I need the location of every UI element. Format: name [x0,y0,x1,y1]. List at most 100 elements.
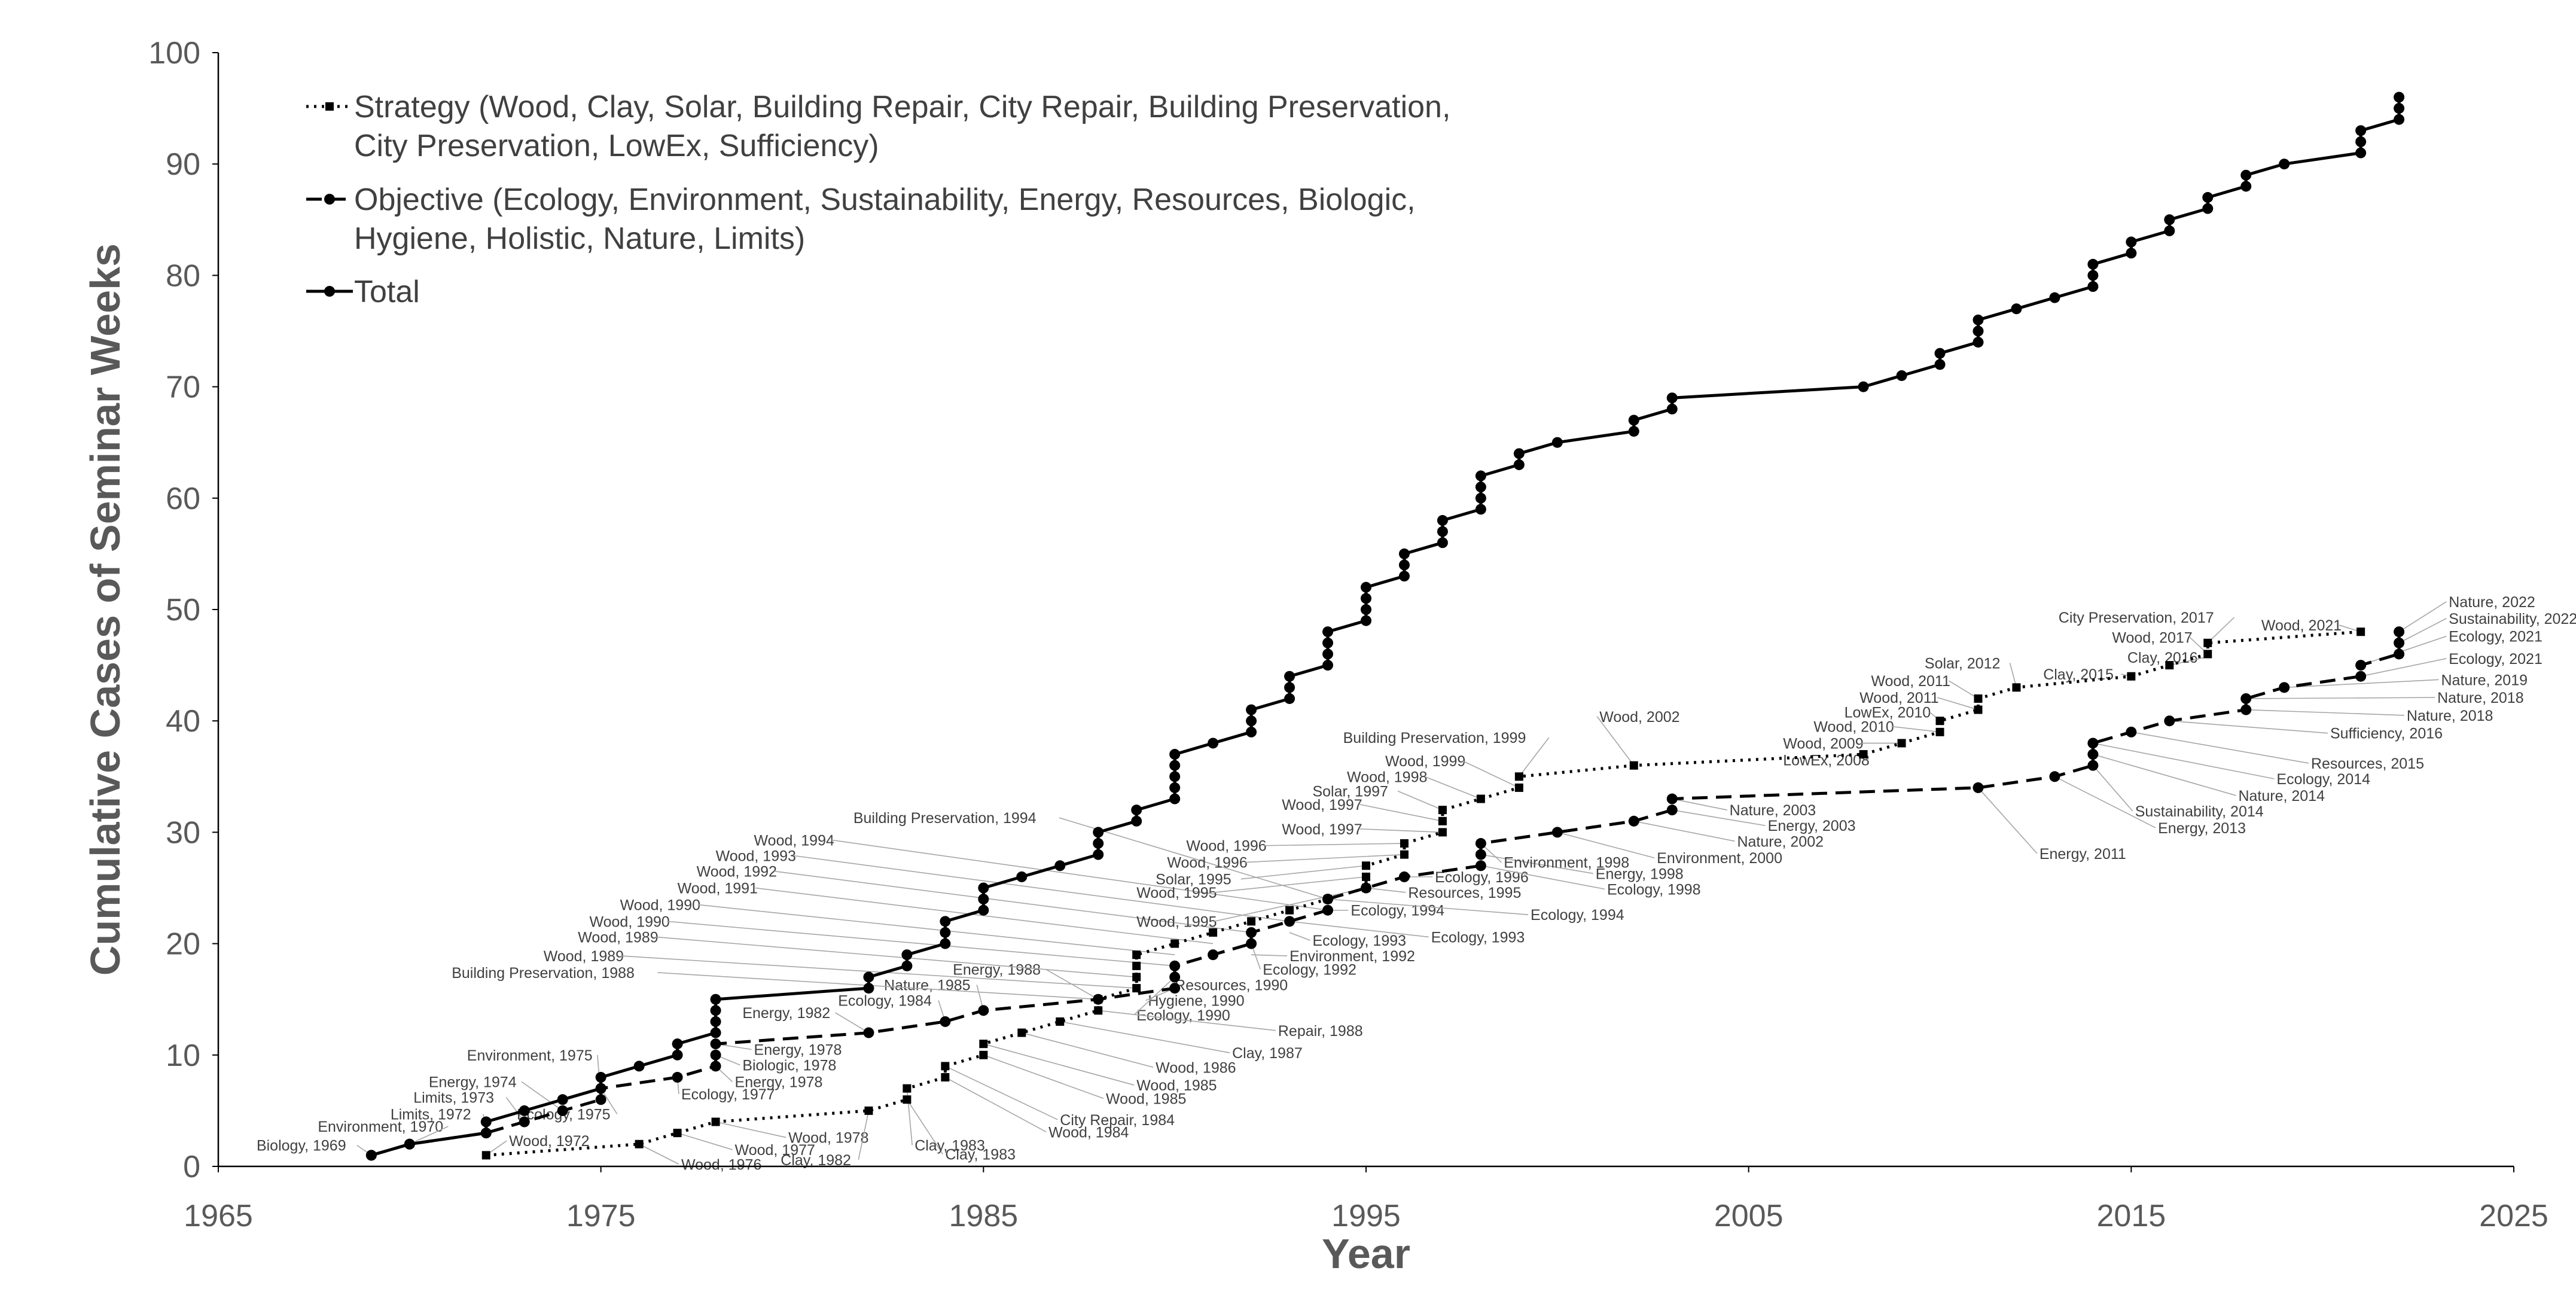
data-point-total [633,1061,645,1072]
x-tick-label: 1985 [949,1199,1018,1233]
annotation-leader [697,904,1175,956]
data-point-total [978,894,989,905]
legend-label-strategy: City Preservation, LowEx, Sufficiency) [354,129,879,163]
data-point-total [2355,125,2367,136]
data-point-total [480,1128,492,1139]
data-point-strategy [1017,1028,1026,1037]
annotation-label: Wood, 1986 [1156,1059,1236,1076]
annotation: Wood, 2009 [1783,735,1902,752]
annotation-label: Resources, 1995 [1408,885,1521,901]
y-tick-label: 100 [148,36,200,71]
annotation-leader [1365,887,1406,893]
y-tick-label: 60 [166,482,200,516]
annotation-leader [2246,709,2404,716]
annotation: Wood, 1992 [697,864,1252,933]
data-point-total [557,1094,568,1105]
data-point-objective [2355,660,2367,671]
annotation: Wood, 1995 [1136,876,1367,901]
data-point-objective [2394,637,2405,648]
data-point-total [1169,793,1181,805]
legend: Strategy (Wood, Clay, Solar, Building Re… [306,90,1450,309]
tick-labels: 1965 1975 1985 1995 2005 2015 2025 0 10 20 30 40 50 6… [148,36,2548,1233]
annotation: Clay, 1983 [906,1099,1016,1163]
data-point-objective [940,1016,951,1027]
annotation: Wood, 1996 [1186,838,1404,855]
data-point-strategy [1438,816,1447,825]
data-point-strategy [1935,727,1944,736]
annotation-label: Nature, 2018 [2437,690,2524,706]
data-point-objective [2355,671,2367,682]
annotation-leader [2360,635,2447,666]
data-point-strategy [1514,783,1523,792]
data-point-total [2394,103,2405,114]
annotation-label: Environment, 1992 [1289,948,1415,965]
annotation-label: Ecology, 1998 [1607,881,1701,898]
annotation-leader [774,870,1252,933]
annotation-leader [1060,1021,1230,1053]
data-point-objective [863,1027,874,1038]
data-point-total [1858,381,1869,392]
y-axis-title: Cumulative Cases of Seminar Weeks [82,243,129,976]
data-point-total [1093,849,1104,860]
annotation: Wood, 1984 [944,1077,1129,1141]
data-point-total [480,1116,492,1128]
data-point-total [2049,292,2060,303]
annotation-label: Wood, 1972 [509,1133,589,1150]
annotation: Sufficiency, 2016 [2169,720,2443,742]
data-point-strategy [2356,627,2365,636]
annotation-label: Wood, 2017 [2112,630,2192,647]
data-point-total [2087,270,2099,281]
data-point-strategy [979,1040,988,1049]
legend-marker-objective [324,194,335,205]
annotation-label: City Repair, 1984 [1060,1112,1175,1129]
data-point-objective [595,1094,606,1105]
annotation-leader [1289,932,1310,941]
data-point-total [404,1138,415,1150]
annotation: Resources, 1990 [1172,965,1288,994]
annotation-leader [2093,742,2275,779]
data-point-total [1284,682,1295,693]
annotation-leader [715,1121,786,1138]
annotation-label: Wood, 1985 [1106,1090,1186,1107]
annotation: Energy, 1978 [715,1065,822,1090]
annotation-label: Nature, 2003 [1730,802,1816,819]
data-point-total [1246,726,1257,738]
data-point-total [1551,437,1563,448]
data-point-strategy [1362,872,1370,881]
data-point-total [1284,671,1295,682]
annotation: City Repair, 1984 [945,1065,1175,1129]
annotation-leader [1672,809,1766,827]
annotation-label: Biology, 1969 [257,1138,346,1154]
data-point-objective [2049,771,2060,782]
data-point-objective [1322,904,1334,916]
y-tick-label: 30 [166,815,200,850]
annotation-label: Wood, 1984 [1048,1124,1129,1141]
data-point-total [863,983,874,994]
annotation: Energy, 1998 [1480,854,1684,882]
data-point-strategy [2165,661,2174,670]
annotation-leader [755,887,1214,944]
data-point-total [1361,581,1371,593]
data-point-strategy [1974,694,1983,703]
annotation-label: Wood, 1991 [678,880,758,897]
annotation-label: Wood, 1992 [697,864,777,880]
annotation-leader [1359,804,1443,822]
annotation: Ecology, 2021 [2360,629,2543,666]
annotation-leader [1022,1032,1154,1068]
annotation-label: Energy, 2013 [2158,820,2246,837]
data-point-objective [1551,827,1563,838]
data-point-strategy [1132,973,1141,982]
legend-marker-strategy [325,102,334,111]
annotation-label: Ecology, 1992 [1263,961,1356,978]
annotation: Clay, 2016 [2127,650,2206,666]
data-point-objective [1284,916,1295,927]
annotation: Nature, 2003 [1672,798,1816,819]
annotation: Wood, 1990 [589,913,1175,967]
annotation: Ecology, 1984 [838,993,946,1022]
data-point-strategy [903,1095,911,1104]
annotation-leader [2207,617,2235,644]
annotation-leader [2131,732,2309,764]
data-point-total [1475,482,1486,493]
annotation: Environment, 1992 [1251,948,1415,965]
annotation-leader [2284,679,2439,688]
